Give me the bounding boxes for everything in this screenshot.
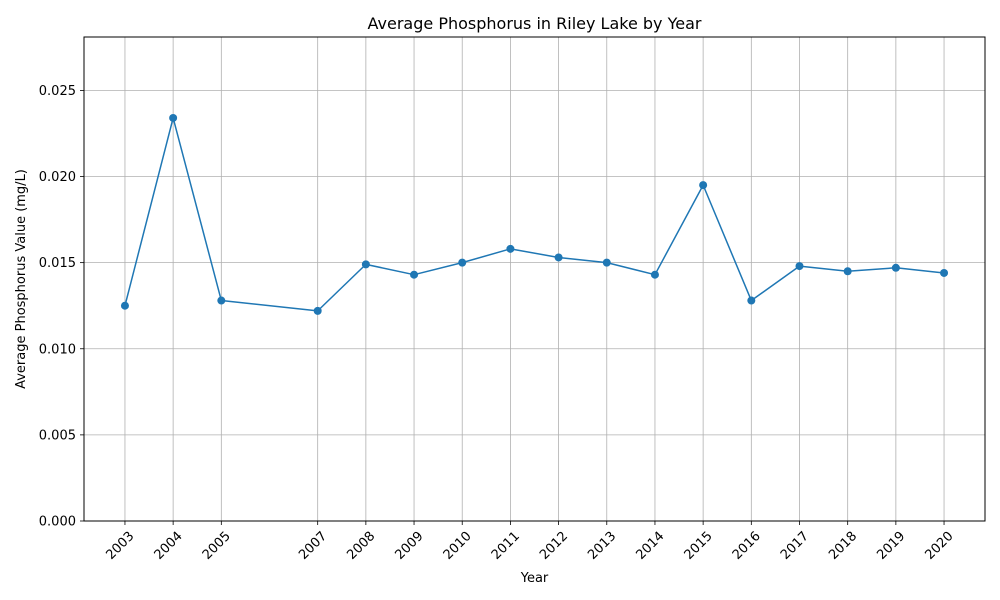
y-tick-label: 0.015 [39, 256, 76, 271]
data-point [940, 268, 949, 277]
data-point [843, 267, 852, 276]
data-point [506, 244, 515, 253]
grid [84, 37, 985, 522]
data-point [891, 263, 900, 272]
data-point [602, 258, 611, 267]
data-point [313, 306, 322, 315]
data-point [650, 270, 659, 279]
chart-title: Average Phosphorus in Riley Lake by Year [368, 14, 702, 33]
data-point [458, 258, 467, 267]
data-point [795, 262, 804, 271]
data-point [410, 270, 419, 279]
data-point [361, 260, 370, 269]
data-point [699, 181, 708, 190]
data-point [217, 296, 226, 305]
y-tick-label: 0.020 [39, 170, 76, 185]
y-tick-label: 0.010 [39, 342, 76, 357]
data-point [747, 296, 756, 305]
data-point [554, 253, 563, 262]
plot-frame [83, 36, 986, 522]
data-point [120, 301, 129, 310]
series-layer [120, 113, 949, 315]
y-tick-label: 0.000 [39, 515, 76, 530]
y-tick-label: 0.025 [39, 84, 76, 99]
y-tick-label: 0.005 [39, 428, 76, 443]
y-axis-label: Average Phosphorus Value (mg/L) [14, 169, 29, 389]
x-axis-label: Year [520, 571, 549, 586]
data-point [169, 113, 178, 122]
